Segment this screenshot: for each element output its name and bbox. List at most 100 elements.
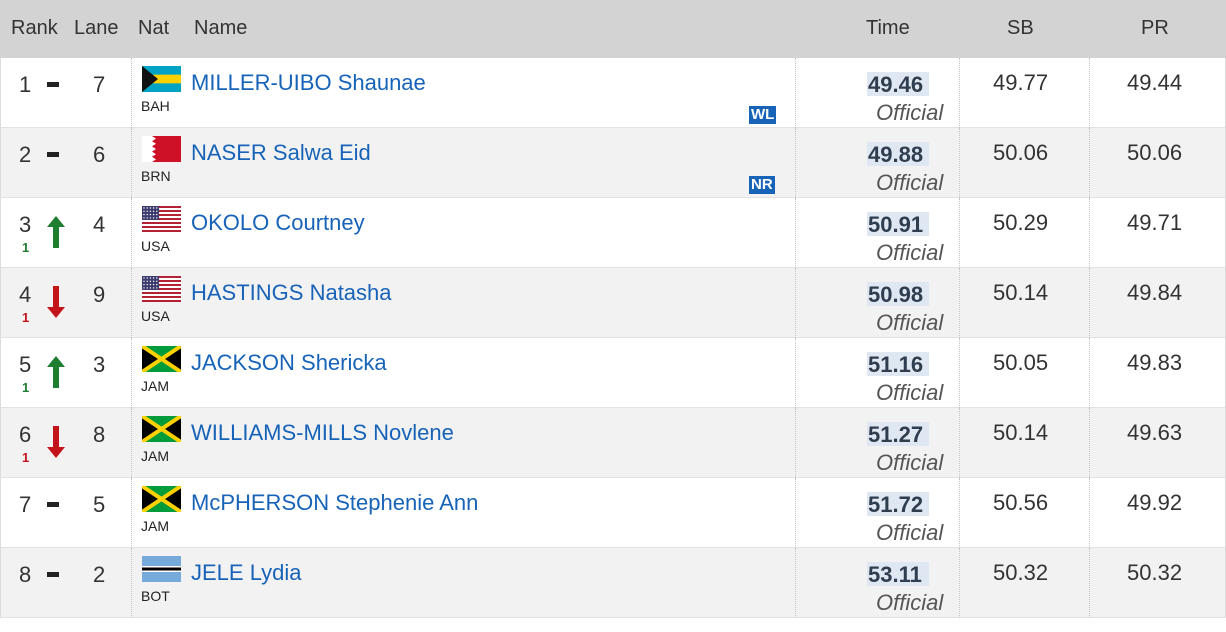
personal-record-value: 50.06 bbox=[1127, 140, 1183, 165]
time-highlight bbox=[867, 72, 929, 96]
header-name[interactable]: Name bbox=[194, 17, 248, 39]
column-separator bbox=[1089, 58, 1090, 128]
time-value: 51.72 bbox=[868, 492, 924, 517]
athlete-name-link[interactable]: JELE Lydia bbox=[191, 560, 302, 585]
column-separator bbox=[795, 268, 796, 338]
flag-jam-icon bbox=[142, 486, 181, 512]
lane-value: 4 bbox=[93, 212, 106, 237]
rank-value: 2 bbox=[19, 142, 32, 167]
time-value: 53.11 bbox=[868, 562, 922, 587]
column-separator bbox=[1089, 198, 1090, 268]
season-best-value: 50.56 bbox=[993, 490, 1049, 515]
column-separator bbox=[959, 268, 960, 338]
column-separator bbox=[131, 408, 132, 478]
table-body: 1 7 BAH MILLER-UIBO Shaunae WL 49.46 Official 4… bbox=[0, 58, 1226, 618]
header-rank[interactable]: Rank bbox=[11, 17, 58, 39]
athlete-name-link[interactable]: NASER Salwa Eid bbox=[191, 140, 371, 165]
lane-value: 5 bbox=[93, 492, 106, 517]
personal-record-value: 49.71 bbox=[1127, 210, 1183, 235]
table-row: 4 1 9 USA HASTINGS Natasha 50.98 Official 50.14… bbox=[0, 268, 1226, 338]
column-separator bbox=[795, 198, 796, 268]
table-row: 5 1 3 JAM JACKSON Shericka 51.16 Official 50.05… bbox=[0, 338, 1226, 408]
lane-value: 3 bbox=[93, 352, 106, 377]
table-row: 8 2 BOT JELE Lydia 53.11 Official 50.32 50.32 bbox=[0, 548, 1226, 618]
athlete-name-link[interactable]: JACKSON Shericka bbox=[191, 350, 387, 375]
result-status: Official bbox=[876, 590, 944, 615]
lane-value: 8 bbox=[93, 422, 106, 447]
column-separator bbox=[1089, 548, 1090, 618]
column-separator bbox=[795, 408, 796, 478]
lane-value: 9 bbox=[93, 282, 106, 307]
personal-record-value: 49.44 bbox=[1127, 70, 1183, 95]
table-row: 2 6 BRN NASER Salwa Eid NR 49.88 Official 50.06… bbox=[0, 128, 1226, 198]
column-separator bbox=[959, 58, 960, 128]
time-value: 50.91 bbox=[868, 212, 924, 237]
athlete-name-link[interactable]: MILLER-UIBO Shaunae bbox=[191, 70, 426, 95]
column-separator bbox=[1089, 478, 1090, 548]
flag-usa-icon bbox=[142, 206, 181, 232]
result-status: Official bbox=[876, 520, 944, 545]
athlete-name-link[interactable]: McPHERSON Stephenie Ann bbox=[191, 490, 479, 515]
column-separator bbox=[131, 478, 132, 548]
athlete-name-link[interactable]: HASTINGS Natasha bbox=[191, 280, 392, 305]
header-pr[interactable]: PR bbox=[1141, 17, 1169, 39]
column-separator bbox=[959, 338, 960, 408]
flag-bot-icon bbox=[142, 556, 181, 582]
header-nat[interactable]: Nat bbox=[138, 17, 170, 39]
header-lane[interactable]: Lane bbox=[74, 17, 119, 39]
column-separator bbox=[131, 548, 132, 618]
season-best-value: 50.32 bbox=[993, 560, 1049, 585]
personal-record-value: 49.83 bbox=[1127, 350, 1183, 375]
result-status: Official bbox=[876, 450, 944, 475]
rank-value: 6 bbox=[19, 422, 32, 447]
time-value: 51.27 bbox=[868, 422, 924, 447]
flag-usa-icon bbox=[142, 276, 181, 302]
column-separator bbox=[795, 548, 796, 618]
column-separator bbox=[795, 128, 796, 198]
athlete-name-link[interactable]: WILLIAMS-MILLS Novlene bbox=[191, 420, 454, 445]
athlete-name-link[interactable]: OKOLO Courtney bbox=[191, 210, 365, 235]
flag-jam-icon bbox=[142, 416, 181, 442]
lane-value: 7 bbox=[93, 72, 106, 97]
nat-code: JAM bbox=[141, 378, 169, 394]
personal-record-value: 49.63 bbox=[1127, 420, 1183, 445]
column-separator bbox=[959, 408, 960, 478]
flag-bah-icon bbox=[142, 66, 181, 92]
lane-value: 2 bbox=[93, 562, 106, 587]
table-row: 6 1 8 JAM WILLIAMS-MILLS Novlene 51.27 Officia… bbox=[0, 408, 1226, 478]
time-value: 49.46 bbox=[868, 72, 924, 97]
table-row: 3 1 4 USA OKOLO Courtney 50.91 Official 50.29 49… bbox=[0, 198, 1226, 268]
rank-change-value: 1 bbox=[22, 310, 30, 325]
nat-code: JAM bbox=[141, 518, 169, 534]
record-badge: WL bbox=[749, 106, 777, 124]
no-change-icon bbox=[47, 502, 59, 507]
column-separator bbox=[131, 128, 132, 198]
column-separator bbox=[795, 478, 796, 548]
column-separator bbox=[131, 268, 132, 338]
arrow-up-icon bbox=[47, 356, 65, 388]
header-time[interactable]: Time bbox=[866, 17, 910, 39]
season-best-value: 50.14 bbox=[993, 280, 1049, 305]
result-status: Official bbox=[876, 380, 944, 405]
header-sb[interactable]: SB bbox=[1007, 17, 1034, 39]
table-header: Rank Lane Nat Name Time SB PR bbox=[0, 0, 1226, 58]
rank-value: 7 bbox=[19, 492, 32, 517]
column-separator bbox=[131, 198, 132, 268]
time-highlight bbox=[867, 352, 929, 376]
personal-record-value: 49.84 bbox=[1127, 280, 1183, 305]
flag-brn-icon bbox=[142, 136, 181, 162]
time-highlight bbox=[867, 282, 929, 306]
season-best-value: 50.14 bbox=[993, 420, 1049, 445]
result-status: Official bbox=[876, 170, 944, 195]
column-separator bbox=[1089, 408, 1090, 478]
personal-record-value: 50.32 bbox=[1127, 560, 1183, 585]
rank-change-value: 1 bbox=[22, 450, 30, 465]
column-separator bbox=[795, 58, 796, 128]
nat-code: JAM bbox=[141, 448, 169, 464]
time-highlight bbox=[867, 422, 929, 446]
column-separator bbox=[1089, 268, 1090, 338]
column-separator bbox=[959, 198, 960, 268]
time-highlight bbox=[867, 212, 929, 236]
flag-jam-icon bbox=[142, 346, 181, 372]
season-best-value: 50.29 bbox=[993, 210, 1049, 235]
